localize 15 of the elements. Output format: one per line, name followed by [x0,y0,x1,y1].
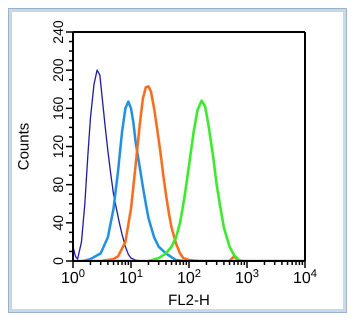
x-tick-label: 10$^{0}$ [60,268,86,287]
x-tick-label: 10$^{4}$ [292,268,318,287]
y-tick-label: 200 [50,58,66,82]
y-tick-label: 240 [50,20,66,44]
y-tick-label: 40 [50,214,66,231]
x-tick-label: 10$^{1}$ [118,268,144,287]
y-axis-title: Counts [15,122,32,170]
x-tick-label: 10$^{3}$ [234,268,260,287]
y-tick-label: 120 [50,134,66,158]
picture-frame: 10$^{0}$ 10$^{1}$ 10$^{2}$ 10$^{3}$ 10$^{4}$ FL2-H 0 40 80 120 160 200 240 Counts [8,8,347,313]
x-axis-title: FL2-H [168,292,210,309]
x-tick-label: 10$^{2}$ [176,268,202,287]
y-tick-label: 80 [50,176,66,192]
y-tick-label: 0 [50,256,66,265]
y-tick-label: 160 [50,96,66,120]
